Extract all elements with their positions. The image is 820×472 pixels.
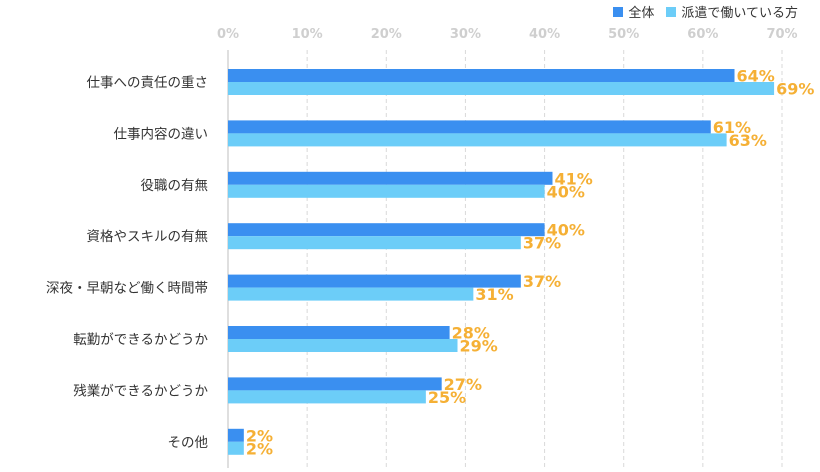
legend-label-dispatch: 派遣で働いている方 xyxy=(681,6,798,21)
data-label: 27% xyxy=(444,375,482,394)
bar xyxy=(228,377,442,391)
category-label: 資格やスキルの有無 xyxy=(87,229,209,245)
data-label: 37% xyxy=(523,234,561,253)
data-label: 40% xyxy=(547,221,585,240)
bar xyxy=(228,390,426,404)
data-label: 2% xyxy=(246,439,273,458)
data-label: 63% xyxy=(729,131,767,150)
category-label: 残業ができるかどうか xyxy=(73,383,208,399)
bar xyxy=(228,171,553,185)
bar xyxy=(228,133,727,147)
data-label: 29% xyxy=(460,337,498,356)
category-label: 深夜・早朝など働く時間帯 xyxy=(46,281,208,297)
data-label: 37% xyxy=(523,272,561,291)
x-tick-label: 10% xyxy=(292,27,323,42)
category-label: 仕事内容の違い xyxy=(114,125,209,142)
x-tick-label: 40% xyxy=(529,27,560,42)
legend-swatch-overall xyxy=(613,6,624,17)
category-label: 仕事への責任の重さ xyxy=(87,75,209,91)
legend-item-overall: 全体 xyxy=(613,2,654,21)
bar xyxy=(228,326,450,339)
bar xyxy=(228,236,521,250)
category-label: その他 xyxy=(168,435,209,451)
bar xyxy=(228,428,244,442)
x-tick-label: 20% xyxy=(371,27,402,42)
bar xyxy=(228,184,545,198)
legend-item-dispatch: 派遣で働いている方 xyxy=(666,2,798,21)
legend-swatch-dispatch xyxy=(666,6,677,17)
category-label: 転勤ができるかどうか xyxy=(73,332,208,348)
bar xyxy=(228,287,474,301)
bar xyxy=(228,339,458,352)
bar xyxy=(228,223,545,237)
category-label: 役職の有無 xyxy=(141,178,209,194)
data-label: 2% xyxy=(246,426,273,445)
legend-label-overall: 全体 xyxy=(628,6,655,21)
data-label: 64% xyxy=(737,67,775,86)
data-label: 41% xyxy=(554,169,592,188)
bar xyxy=(228,82,775,95)
data-label: 61% xyxy=(713,118,751,137)
x-tick-label: 0% xyxy=(217,27,239,42)
bar xyxy=(228,441,244,455)
data-label: 28% xyxy=(452,324,490,343)
bar xyxy=(228,274,521,288)
x-tick-label: 70% xyxy=(766,27,797,42)
bar xyxy=(228,120,711,134)
x-tick-label: 50% xyxy=(608,27,639,42)
data-label: 25% xyxy=(428,388,466,407)
x-tick-label: 30% xyxy=(450,27,481,42)
data-label: 69% xyxy=(776,80,814,99)
data-label: 31% xyxy=(475,285,513,304)
x-tick-label: 60% xyxy=(687,27,718,42)
bar xyxy=(228,69,735,82)
data-label: 40% xyxy=(547,182,585,201)
chart-legend: 全体 派遣で働いている方 xyxy=(601,2,798,21)
